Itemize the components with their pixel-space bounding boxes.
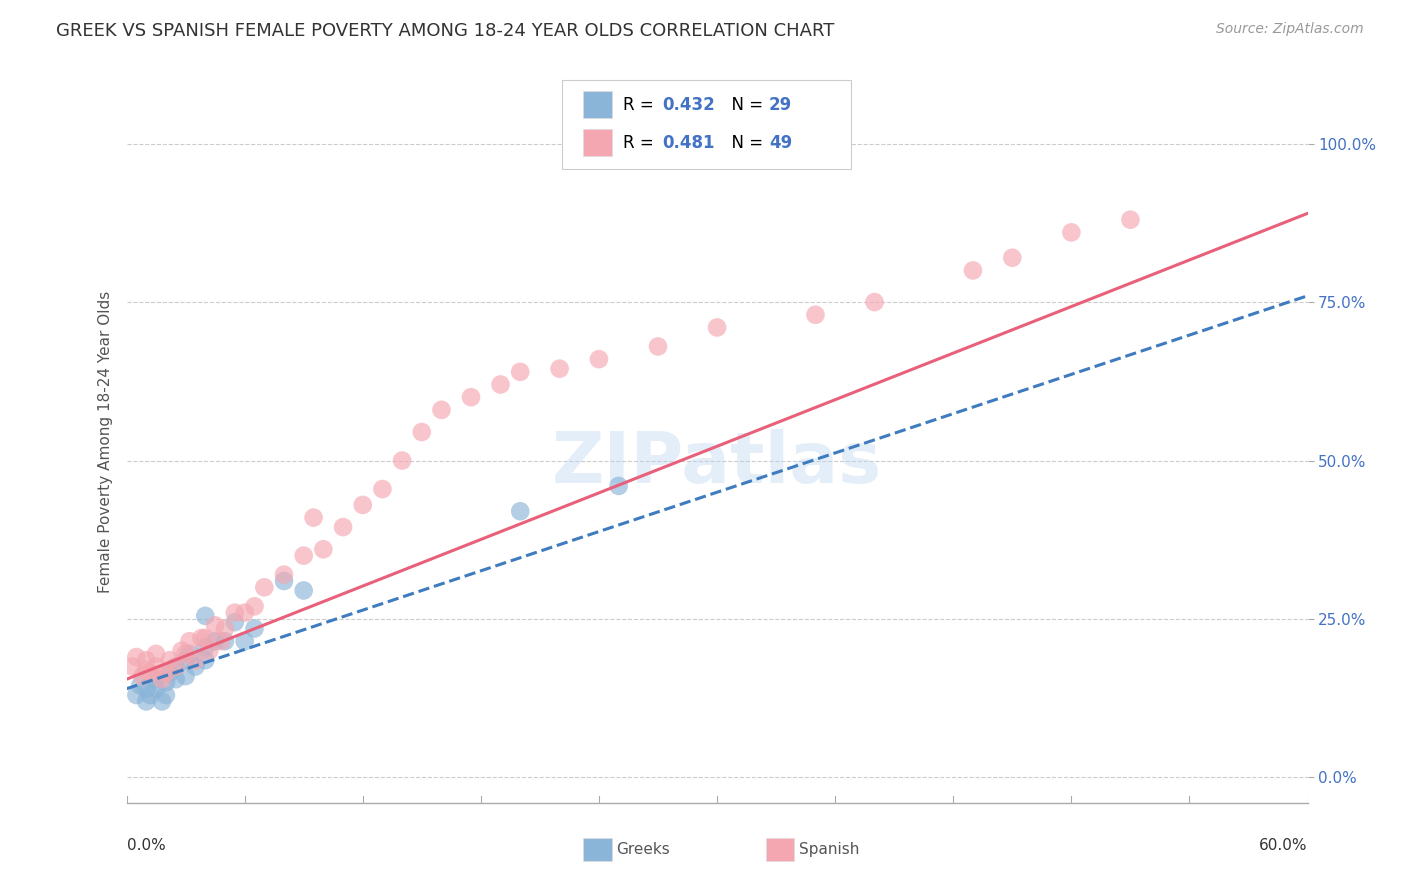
Point (292, 549, 315, 563)
Text: R =: R = (623, 95, 659, 114)
Point (411, 425, 433, 439)
Point (150, 672, 173, 686)
Point (174, 669, 197, 683)
Point (312, 542, 335, 557)
Point (145, 681, 167, 696)
Point (145, 672, 167, 686)
Point (209, 634, 232, 648)
Text: ZIPatlas: ZIPatlas (553, 429, 882, 498)
Point (863, 295, 886, 310)
Text: N =: N = (721, 95, 769, 114)
Point (155, 675, 177, 690)
Point (125, 650, 148, 665)
Point (204, 618, 226, 632)
Point (1119, 212, 1142, 227)
Point (509, 504, 531, 518)
Text: 0.0%: 0.0% (127, 838, 166, 853)
Point (125, 688, 148, 702)
Point (194, 640, 217, 655)
Point (214, 634, 236, 648)
Point (509, 365, 531, 379)
Text: 0.481: 0.481 (662, 134, 714, 152)
Point (174, 647, 197, 661)
Text: Source: ZipAtlas.com: Source: ZipAtlas.com (1216, 22, 1364, 37)
Point (1001, 251, 1024, 265)
Point (139, 665, 162, 680)
Point (1060, 226, 1083, 240)
Point (332, 520, 354, 534)
Point (145, 659, 167, 673)
Point (430, 402, 453, 417)
Point (135, 663, 157, 677)
Text: 60.0%: 60.0% (1260, 838, 1308, 853)
Point (233, 606, 256, 620)
Point (129, 679, 152, 693)
Point (159, 653, 181, 667)
Point (224, 615, 246, 630)
Point (194, 653, 217, 667)
Point (489, 377, 512, 392)
Point (135, 653, 157, 667)
Point (179, 634, 201, 648)
Point (243, 622, 266, 636)
Point (273, 567, 295, 582)
Text: N =: N = (721, 134, 769, 152)
Point (184, 653, 207, 667)
Point (647, 339, 669, 353)
Point (391, 453, 413, 467)
Point (198, 643, 221, 657)
Point (135, 694, 157, 708)
Point (460, 390, 482, 404)
Point (121, 659, 143, 673)
Point (804, 308, 827, 322)
Point (214, 622, 236, 636)
Point (194, 631, 217, 645)
Point (170, 643, 193, 657)
Point (159, 665, 181, 680)
Point (131, 669, 153, 683)
Point (233, 634, 256, 648)
Point (165, 672, 187, 686)
Point (273, 574, 295, 588)
Point (292, 583, 315, 598)
Point (139, 688, 162, 702)
Point (145, 647, 167, 661)
Point (588, 352, 610, 367)
Point (165, 659, 187, 673)
Point (179, 647, 201, 661)
Text: 29: 29 (769, 95, 793, 114)
Point (253, 580, 276, 594)
Point (184, 659, 207, 673)
Point (190, 631, 212, 645)
Point (371, 482, 394, 496)
Point (607, 479, 630, 493)
Point (224, 606, 246, 620)
Point (302, 510, 325, 524)
Text: GREEK VS SPANISH FEMALE POVERTY AMONG 18-24 YEAR OLDS CORRELATION CHART: GREEK VS SPANISH FEMALE POVERTY AMONG 18… (56, 22, 835, 40)
Point (194, 608, 217, 623)
Point (962, 263, 984, 277)
Text: 0.432: 0.432 (662, 95, 716, 114)
Point (150, 694, 173, 708)
Text: Greeks: Greeks (616, 842, 669, 856)
Point (165, 659, 187, 673)
Point (706, 320, 728, 334)
Point (155, 665, 177, 680)
Point (174, 653, 197, 667)
Point (135, 681, 157, 696)
Point (243, 599, 266, 614)
Point (548, 361, 571, 376)
Text: 49: 49 (769, 134, 793, 152)
Point (155, 688, 177, 702)
Text: R =: R = (623, 134, 659, 152)
Text: Spanish: Spanish (799, 842, 859, 856)
Y-axis label: Female Poverty Among 18-24 Year Olds: Female Poverty Among 18-24 Year Olds (97, 291, 112, 592)
Point (352, 498, 374, 512)
Point (204, 634, 226, 648)
